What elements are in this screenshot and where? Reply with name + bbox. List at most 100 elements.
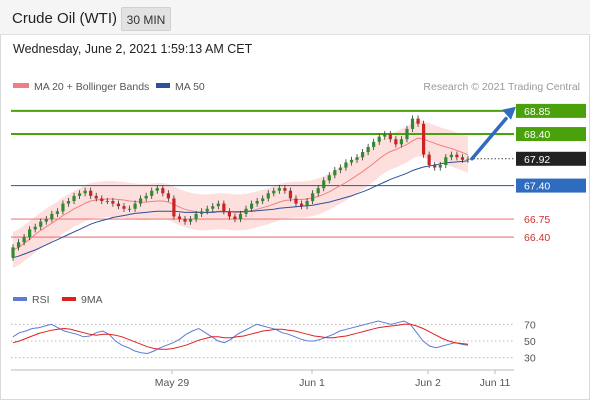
candle-body — [34, 227, 37, 230]
x-tick-label-1: Jun 1 — [299, 377, 325, 389]
candle-body — [128, 209, 131, 210]
candle-body — [200, 211, 203, 214]
candle-body — [172, 198, 175, 216]
candle-body — [239, 214, 242, 219]
candle-body — [333, 170, 336, 175]
candle-body — [161, 188, 164, 193]
candle-body — [28, 229, 31, 237]
candle-body — [217, 204, 220, 207]
candle-body — [394, 139, 397, 144]
level-tag-text-68.85: 68.85 — [524, 106, 550, 118]
candle-body — [300, 204, 303, 207]
candle-body — [317, 188, 320, 193]
candle-body — [283, 188, 286, 191]
candle-body — [461, 157, 464, 160]
candle-body — [400, 139, 403, 144]
candle-body — [195, 214, 198, 219]
candle-body — [372, 142, 375, 147]
candle-body — [95, 196, 98, 199]
candle-body — [211, 206, 214, 209]
candle-body — [267, 193, 270, 198]
level-tag-text-68.40: 68.40 — [524, 129, 550, 141]
candle-body — [178, 216, 181, 219]
candle-body — [455, 155, 458, 158]
candle-body — [67, 201, 70, 204]
candle-body — [167, 193, 170, 198]
candle-body — [50, 214, 53, 219]
candle-body — [305, 201, 308, 206]
rsi-line — [13, 321, 468, 354]
candle-body — [56, 211, 59, 214]
candle-body — [72, 196, 75, 201]
x-tick-label-2: Jun 2 — [415, 377, 441, 389]
candle-body — [383, 134, 386, 137]
candle-body — [11, 247, 14, 257]
x-tick-label-3: Jun 11 — [480, 377, 511, 389]
candle-body — [344, 162, 347, 167]
rsi-ma-legend-swatch — [62, 297, 76, 301]
rsi-legend-swatch — [13, 297, 27, 301]
candle-body — [416, 119, 419, 124]
candle-body — [78, 193, 81, 196]
rsi-tick-50: 50 — [524, 336, 536, 348]
candle-body — [355, 157, 358, 160]
rsi-legend-label: RSI — [32, 294, 50, 306]
candle-body — [233, 216, 236, 219]
candle-body — [411, 119, 414, 129]
ma50-legend-label: MA 50 — [175, 81, 205, 93]
level-tag-text-67.40: 67.40 — [524, 181, 550, 193]
ma50-legend-swatch — [156, 83, 170, 88]
candle-body — [405, 129, 408, 139]
candle-body — [361, 152, 364, 157]
candle-body — [106, 201, 109, 202]
candle-body — [39, 222, 42, 227]
candle-body — [422, 124, 425, 155]
forecast-arrow-shaft — [472, 119, 506, 159]
ma20-legend-swatch — [13, 83, 29, 88]
candle-body — [444, 157, 447, 165]
candle-body — [433, 165, 436, 168]
rsi-tick-30: 30 — [524, 353, 536, 365]
candle-body — [84, 191, 87, 194]
candle-body — [261, 198, 264, 201]
rsi-tick-70: 70 — [524, 319, 536, 331]
candle-body — [183, 219, 186, 222]
candle-body — [466, 159, 469, 160]
rsi-ma-legend-label: 9MA — [81, 294, 103, 306]
candle-body — [428, 155, 431, 165]
candle-body — [133, 204, 136, 209]
candle-body — [311, 193, 314, 201]
candle-body — [206, 209, 209, 212]
candle-body — [22, 237, 25, 242]
level-label-66.75: 66.75 — [524, 214, 550, 226]
candle-body — [367, 147, 370, 152]
candle-body — [272, 191, 275, 194]
candle-body — [294, 198, 297, 203]
candle-body — [100, 198, 103, 201]
candle-body — [117, 204, 120, 207]
candle-body — [189, 219, 192, 222]
candle-body — [439, 165, 442, 168]
ma20-legend-label: MA 20 + Bollinger Bands — [34, 81, 149, 93]
rsi-ma-line — [13, 324, 468, 349]
candle-body — [17, 242, 20, 247]
candle-body — [122, 206, 125, 209]
candle-body — [145, 196, 148, 199]
candle-body — [228, 211, 231, 216]
candle-body — [139, 198, 142, 203]
credit-label: Research © 2021 Trading Central — [423, 81, 580, 93]
candle-body — [256, 201, 259, 204]
candle-body — [450, 155, 453, 158]
x-tick-label-0: May 29 — [155, 377, 190, 389]
candle-body — [222, 204, 225, 212]
candle-body — [45, 219, 48, 222]
candle-body — [150, 191, 153, 196]
bollinger-band-area — [13, 120, 468, 268]
candle-body — [289, 191, 292, 199]
candle-body — [322, 180, 325, 188]
candle-body — [328, 175, 331, 180]
candle-body — [339, 168, 342, 171]
candle-body — [250, 204, 253, 209]
candle-body — [111, 201, 114, 204]
